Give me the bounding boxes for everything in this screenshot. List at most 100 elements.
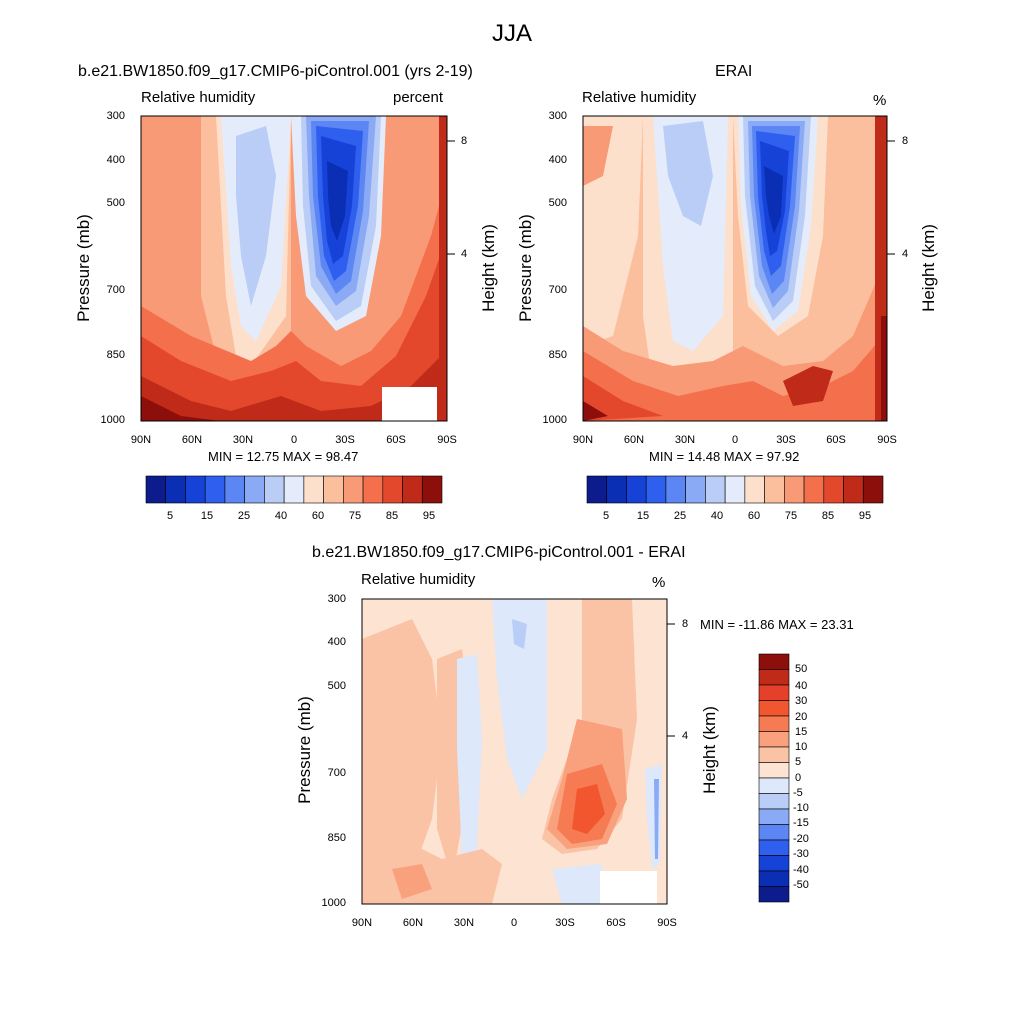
panel3-cb-m15: -15 <box>793 817 809 829</box>
panel1-ylabel: Pressure (mb) <box>73 214 93 322</box>
panel2-y2label: Height (km) <box>918 224 938 312</box>
panel1-ytick-850: 850 <box>106 349 125 361</box>
colorbar-swatch <box>685 475 706 504</box>
panel2-plot <box>582 115 888 422</box>
panel1-xtick-90n: 90N <box>130 434 152 446</box>
panel1-plot <box>140 115 448 422</box>
panel2-cb-75: 75 <box>784 510 798 522</box>
panel1-ytick-700: 700 <box>106 284 125 296</box>
panel3-htick-8: 8 <box>682 618 689 630</box>
panel2-ytick-300: 300 <box>548 110 567 122</box>
colorbar-swatch <box>758 886 790 903</box>
panel3-xtick-60n: 60N <box>402 917 424 929</box>
panel3-plot <box>361 598 668 905</box>
colorbar-swatch <box>758 669 790 686</box>
panel2-ytick-850: 850 <box>548 349 567 361</box>
colorbar-swatch <box>402 475 423 504</box>
colorbar-swatch <box>382 475 403 504</box>
panel1-cb-75: 75 <box>348 510 362 522</box>
panel2-colorbar <box>586 475 884 504</box>
colorbar-swatch <box>758 777 790 794</box>
colorbar-swatch <box>758 824 790 841</box>
panel2-xtick-90n: 90N <box>572 434 594 446</box>
panel3-y2label: Height (km) <box>699 706 719 794</box>
panel2-htick-4: 4 <box>902 248 909 260</box>
colorbar-swatch <box>758 808 790 825</box>
colorbar-swatch <box>303 475 324 504</box>
colorbar-swatch <box>758 793 790 810</box>
colorbar-swatch <box>283 475 305 504</box>
panel3-cb-10: 10 <box>795 741 808 753</box>
panel1-cb-95: 95 <box>422 510 436 522</box>
colorbar-swatch <box>803 475 825 504</box>
panel3-title: b.e21.BW1850.f09_g17.CMIP6-piControl.001… <box>312 544 686 561</box>
panel1-cb-60: 60 <box>311 510 325 522</box>
panel2-xtick-0: 0 <box>731 434 739 446</box>
figure-title: JJA <box>491 20 532 47</box>
panel3-xtick-30n: 30N <box>453 917 475 929</box>
colorbar-swatch <box>758 684 790 701</box>
panel2-cb-25: 25 <box>673 510 687 522</box>
panel3-colorbar <box>758 653 790 903</box>
panel1-cb-15: 15 <box>200 510 214 522</box>
colorbar-swatch <box>758 746 790 763</box>
panel1-ytick-1000: 1000 <box>100 414 125 426</box>
panel3-xtick-60s: 60S <box>606 917 626 929</box>
colorbar-swatch <box>323 475 344 504</box>
panel2-xtick-30s: 30S <box>776 434 796 446</box>
panel1-left-label: Relative humidity <box>141 89 256 106</box>
panel1-htick-4: 4 <box>461 248 468 260</box>
panel1-cb-85: 85 <box>385 510 399 522</box>
colorbar-swatch <box>145 475 167 504</box>
panel3-xtick-90n: 90N <box>351 917 373 929</box>
colorbar-swatch <box>665 475 686 504</box>
panel2-tick-marks <box>887 140 895 255</box>
panel2-xtick-30n: 30N <box>674 434 696 446</box>
panel1-cb-40: 40 <box>274 510 288 522</box>
panel3-cb-50: 50 <box>795 663 808 675</box>
panel3-cb-m10: -10 <box>793 802 809 814</box>
panel3-ytick-1000: 1000 <box>321 897 346 909</box>
panel2-ytick-1000: 1000 <box>542 414 567 426</box>
colorbar-swatch <box>758 855 790 872</box>
panel3-cb-15: 15 <box>795 726 808 738</box>
panel2-ytick-700: 700 <box>548 284 567 296</box>
panel3-cb-m5: -5 <box>793 787 803 799</box>
colorbar-swatch <box>758 839 790 856</box>
panel3-cb-40: 40 <box>795 680 808 692</box>
colorbar-swatch <box>362 475 384 504</box>
colorbar-swatch <box>645 475 667 504</box>
panel2-cb-5: 5 <box>602 510 610 522</box>
colorbar-swatch <box>823 475 844 504</box>
colorbar-swatch <box>705 475 726 504</box>
panel2-cb-15: 15 <box>636 510 650 522</box>
panel1-title: b.e21.BW1850.f09_g17.CMIP6-piControl.001… <box>78 63 473 80</box>
colorbar-swatch <box>764 475 785 504</box>
panel3-cb-20: 20 <box>795 711 808 723</box>
panel1-cb-5: 5 <box>166 510 174 522</box>
panel3-cb-5: 5 <box>795 756 802 768</box>
panel3-cb-m50: -50 <box>793 879 809 891</box>
panel1-tick-marks <box>447 140 455 255</box>
panel3-ytick-850: 850 <box>327 832 346 844</box>
panel1-colorbar <box>145 475 443 504</box>
colorbar-swatch <box>843 475 864 504</box>
colorbar-swatch <box>224 475 245 504</box>
colorbar-swatch <box>626 475 647 504</box>
panel3-ytick-400: 400 <box>327 636 346 648</box>
panel3-xtick-30s: 30S <box>555 917 575 929</box>
panel3-cb-m40: -40 <box>793 864 809 876</box>
colorbar-swatch <box>586 475 608 504</box>
panel2-htick-8: 8 <box>902 135 909 147</box>
panel1-ytick-500: 500 <box>106 197 125 209</box>
panel3-ytick-300: 300 <box>327 593 346 605</box>
panel1-xtick-0: 0 <box>290 434 298 446</box>
colorbar-swatch <box>724 475 746 504</box>
panel3-ylabel: Pressure (mb) <box>294 696 314 804</box>
panel2-ytick-500: 500 <box>548 197 567 209</box>
colorbar-swatch <box>165 475 186 504</box>
colorbar-swatch <box>244 475 265 504</box>
panel3-ytick-700: 700 <box>327 767 346 779</box>
colorbar-swatch <box>758 715 790 732</box>
colorbar-swatch <box>758 700 790 717</box>
